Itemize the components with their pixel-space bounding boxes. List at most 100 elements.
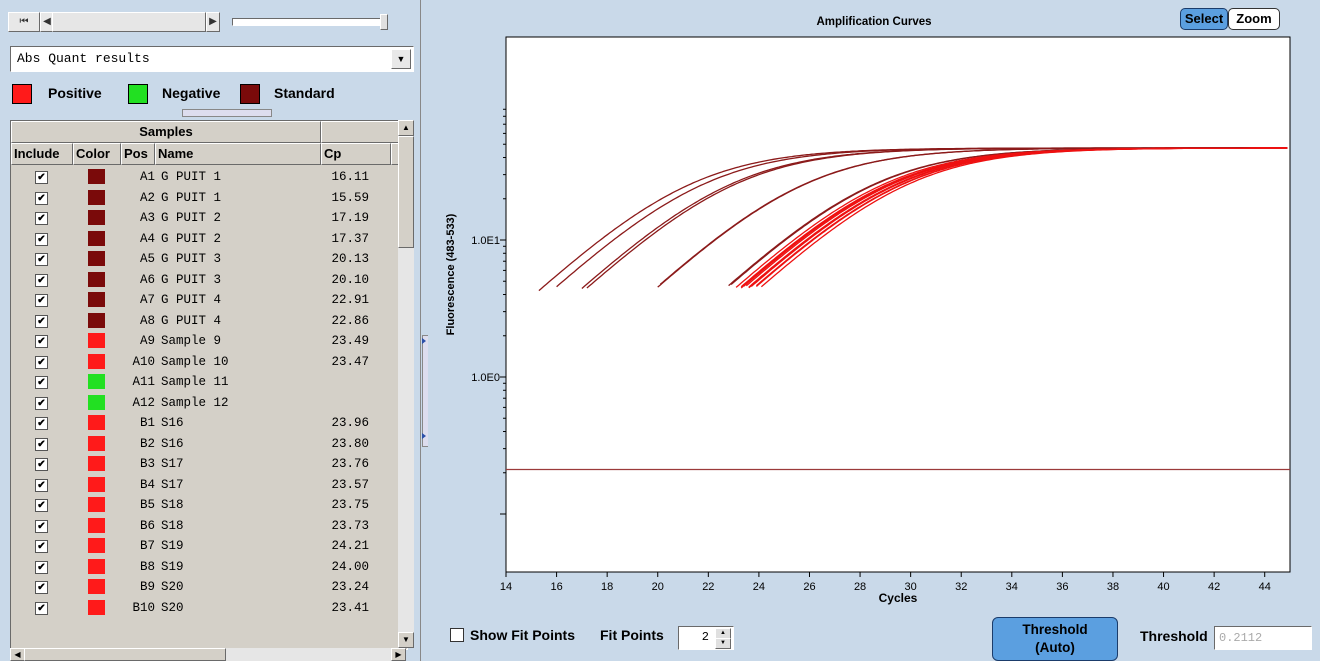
sample-color-swatch[interactable] <box>88 292 105 307</box>
position-slider[interactable] <box>232 18 386 26</box>
sample-color-swatch[interactable] <box>88 374 105 389</box>
skip-start-icon[interactable]: ⏮ <box>8 12 40 32</box>
expand-right-icon[interactable] <box>422 338 426 344</box>
include-checkbox[interactable]: ✔ <box>35 540 48 553</box>
nav-track[interactable] <box>52 12 206 32</box>
scroll-left-icon[interactable]: ◀ <box>10 648 25 661</box>
table-row[interactable]: ✔ A9 Sample 9 23.49 <box>11 331 399 352</box>
include-checkbox[interactable]: ✔ <box>35 355 48 369</box>
include-checkbox[interactable]: ✔ <box>35 519 48 533</box>
table-row[interactable]: ✔ A12 Sample 12 <box>11 393 399 414</box>
table-row[interactable]: ✔ B3 S17 23.76 <box>11 454 399 475</box>
include-checkbox[interactable]: ✔ <box>35 314 48 328</box>
row-cp: 23.80 <box>331 436 369 451</box>
include-checkbox[interactable]: ✔ <box>35 294 48 307</box>
table-row[interactable]: ✔ B7 S19 24.21 <box>11 536 399 557</box>
table-row[interactable]: ✔ A4 G PUIT 2 17.37 <box>11 229 399 250</box>
table-row[interactable]: ✔ B10 S20 23.41 <box>11 598 399 619</box>
sample-color-swatch[interactable] <box>88 394 105 410</box>
table-row[interactable]: ✔ B8 S19 24.00 <box>11 557 399 578</box>
table-row[interactable]: ✔ B6 S18 23.73 <box>11 516 399 537</box>
sample-color-swatch[interactable] <box>88 538 105 553</box>
threshold-input[interactable]: 0.2112 <box>1214 626 1312 650</box>
sample-color-swatch[interactable] <box>88 415 105 430</box>
slider-thumb[interactable] <box>380 14 388 30</box>
table-row[interactable]: ✔ A2 G PUIT 1 15.59 <box>11 188 399 209</box>
table-row[interactable]: ✔ A8 G PUIT 4 22.86 <box>11 311 399 332</box>
table-row[interactable]: ✔ A10 Sample 10 23.47 <box>11 352 399 373</box>
select-button[interactable]: Select <box>1180 8 1228 30</box>
table-row[interactable]: ✔ B2 S16 23.80 <box>11 434 399 455</box>
table-row[interactable]: ✔ A6 G PUIT 3 20.10 <box>11 270 399 291</box>
include-checkbox[interactable]: ✔ <box>35 253 48 266</box>
table-row[interactable]: ✔ B4 S17 23.57 <box>11 475 399 496</box>
table-row[interactable]: ✔ A11 Sample 11 <box>11 372 399 393</box>
table-row[interactable]: ✔ A3 G PUIT 2 17.19 <box>11 208 399 229</box>
table-row[interactable]: ✔ A5 G PUIT 3 20.13 <box>11 249 399 270</box>
include-checkbox[interactable]: ✔ <box>35 396 48 410</box>
row-pos: A7 <box>139 293 155 307</box>
sample-color-swatch[interactable] <box>88 497 105 512</box>
scroll-thumb[interactable] <box>398 136 414 248</box>
zoom-button[interactable]: Zoom <box>1228 8 1280 30</box>
sample-color-swatch[interactable] <box>88 476 105 492</box>
sample-color-swatch[interactable] <box>88 599 105 615</box>
include-checkbox[interactable]: ✔ <box>35 417 48 430</box>
include-checkbox[interactable]: ✔ <box>35 232 48 246</box>
include-checkbox[interactable]: ✔ <box>35 437 48 451</box>
sample-color-swatch[interactable] <box>88 230 105 246</box>
expand-right-icon-2[interactable] <box>422 433 426 439</box>
sample-color-swatch[interactable] <box>88 189 105 205</box>
sample-color-swatch[interactable] <box>88 271 105 287</box>
include-checkbox[interactable]: ✔ <box>35 499 48 512</box>
samples-panel: ⏮ ◀ ▶ Abs Quant results ▼ Positive Negat… <box>0 0 420 661</box>
include-checkbox[interactable]: ✔ <box>35 273 48 287</box>
col-header-cp[interactable]: Cp <box>321 143 391 165</box>
horizontal-splitter[interactable] <box>182 109 272 117</box>
sample-color-swatch[interactable] <box>88 210 105 225</box>
col-header-pos[interactable]: Pos <box>121 143 155 165</box>
include-checkbox[interactable]: ✔ <box>35 560 48 574</box>
table-row[interactable]: ✔ B1 S16 23.96 <box>11 413 399 434</box>
sample-color-swatch[interactable] <box>88 251 105 266</box>
include-checkbox[interactable]: ✔ <box>35 212 48 225</box>
include-checkbox[interactable]: ✔ <box>35 171 48 184</box>
col-header-name[interactable]: Name <box>155 143 321 165</box>
table-horizontal-scrollbar[interactable]: ◀ ▶ <box>10 648 406 661</box>
table-row[interactable]: ✔ B5 S18 23.75 <box>11 495 399 516</box>
include-checkbox[interactable]: ✔ <box>35 601 48 615</box>
table-row[interactable]: ✔ A1 G PUIT 1 16.11 <box>11 167 399 188</box>
sample-color-swatch[interactable] <box>88 517 105 533</box>
col-header-include[interactable]: Include <box>11 143 73 165</box>
arrow-right-icon[interactable]: ▶ <box>206 12 220 32</box>
include-checkbox[interactable]: ✔ <box>35 478 48 492</box>
table-row[interactable]: ✔ A7 G PUIT 4 22.91 <box>11 290 399 311</box>
threshold-auto-button[interactable]: Threshold (Auto) <box>992 617 1118 661</box>
results-dropdown[interactable]: Abs Quant results ▼ <box>10 46 414 72</box>
sample-color-swatch[interactable] <box>88 169 105 184</box>
include-checkbox[interactable]: ✔ <box>35 376 48 389</box>
table-row[interactable]: ✔ B9 S20 23.24 <box>11 577 399 598</box>
include-checkbox[interactable]: ✔ <box>35 581 48 594</box>
sample-color-swatch[interactable] <box>88 456 105 471</box>
sample-color-swatch[interactable] <box>88 558 105 574</box>
include-checkbox[interactable]: ✔ <box>35 191 48 205</box>
show-fit-points-checkbox[interactable] <box>450 628 464 642</box>
sample-color-swatch[interactable] <box>88 435 105 451</box>
scroll-up-icon[interactable]: ▲ <box>398 120 414 136</box>
hscroll-thumb[interactable] <box>24 648 226 661</box>
scroll-right-icon[interactable]: ▶ <box>391 648 406 661</box>
col-header-color[interactable]: Color <box>73 143 121 165</box>
chevron-down-icon[interactable]: ▼ <box>391 49 411 69</box>
include-checkbox[interactable]: ✔ <box>35 335 48 348</box>
stepper-down-icon[interactable]: ▼ <box>715 638 731 649</box>
sample-color-swatch[interactable] <box>88 353 105 369</box>
sample-color-swatch[interactable] <box>88 333 105 348</box>
fit-points-stepper[interactable]: 2 ▲ ▼ <box>678 626 734 650</box>
table-vertical-scrollbar[interactable]: ▲ ▼ <box>398 120 414 648</box>
scroll-down-icon[interactable]: ▼ <box>398 632 414 648</box>
sample-color-swatch[interactable] <box>88 579 105 594</box>
sample-color-swatch[interactable] <box>88 312 105 328</box>
include-checkbox[interactable]: ✔ <box>35 458 48 471</box>
amplification-chart[interactable]: Fluorescence (483-533) 1.0E0 1.0E1 14 16 18 20… <box>428 32 1320 616</box>
